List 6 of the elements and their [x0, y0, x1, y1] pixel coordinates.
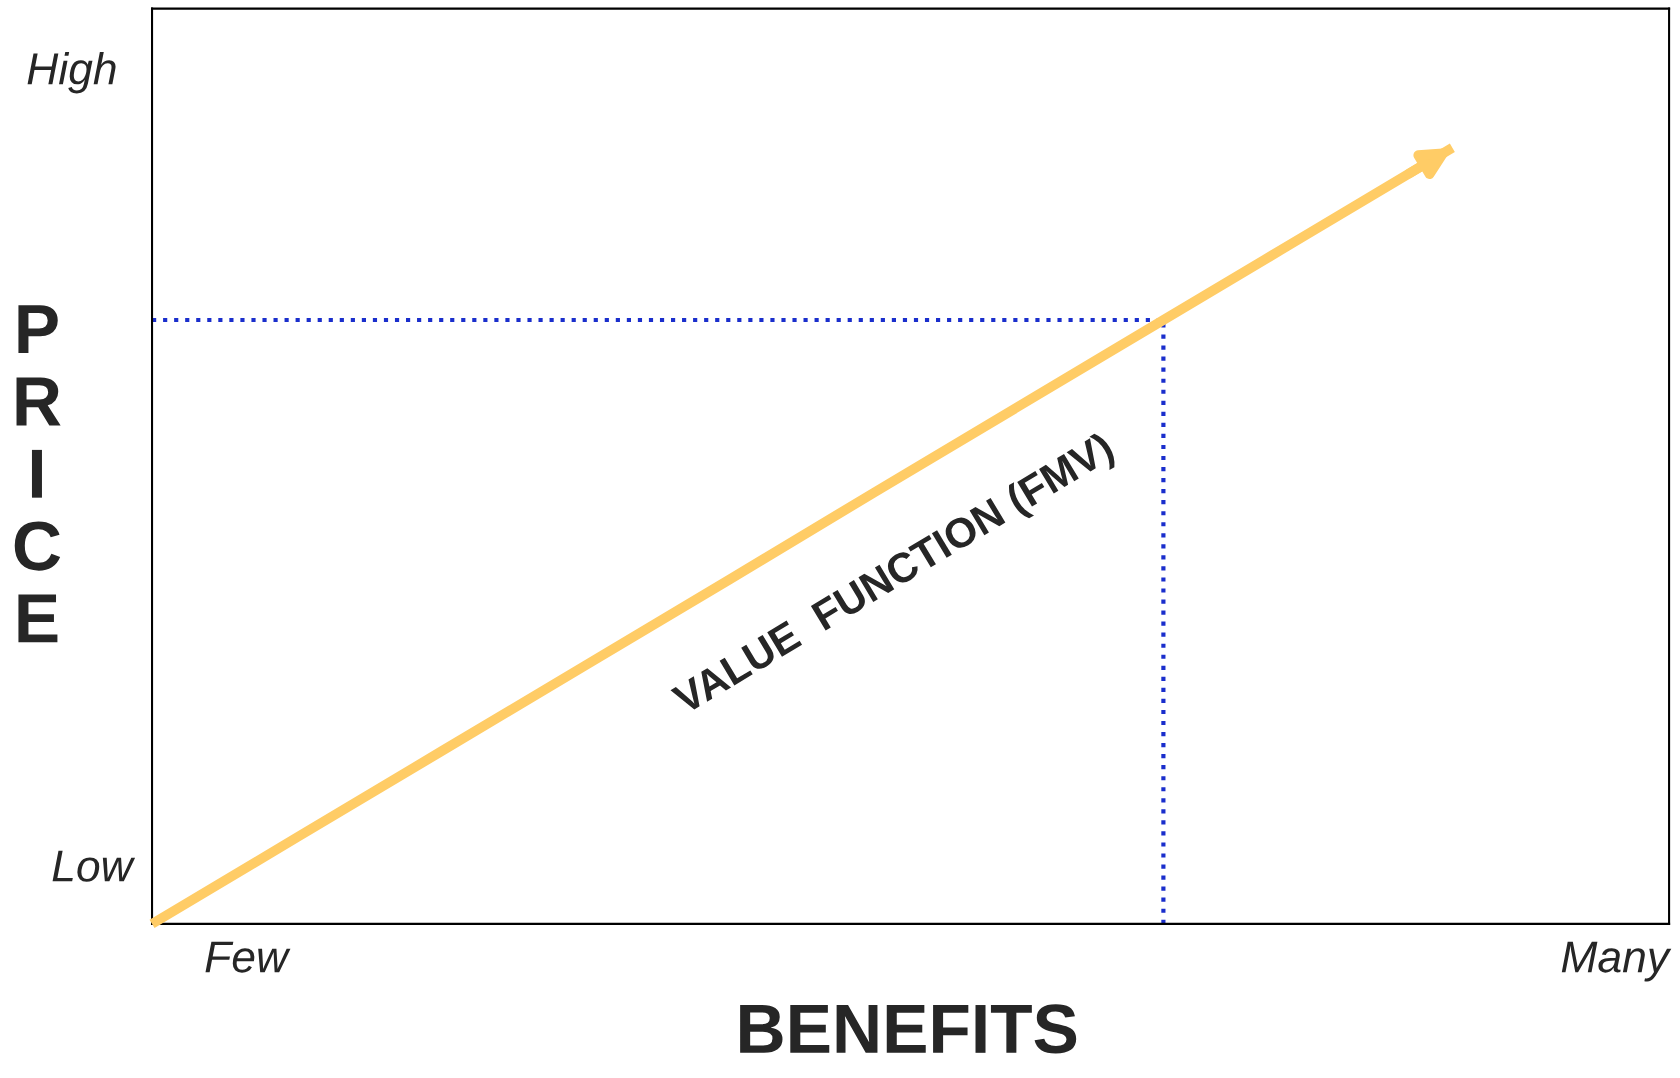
text: Many: [1561, 941, 1672, 982]
annotation: Low: [52, 850, 136, 882]
x-axis-title: BENEFITS: [740, 1004, 1077, 1054]
y-axis-title: PRICE: [14, 305, 61, 643]
text: Few: [205, 941, 291, 973]
text: High: [27, 51, 116, 94]
